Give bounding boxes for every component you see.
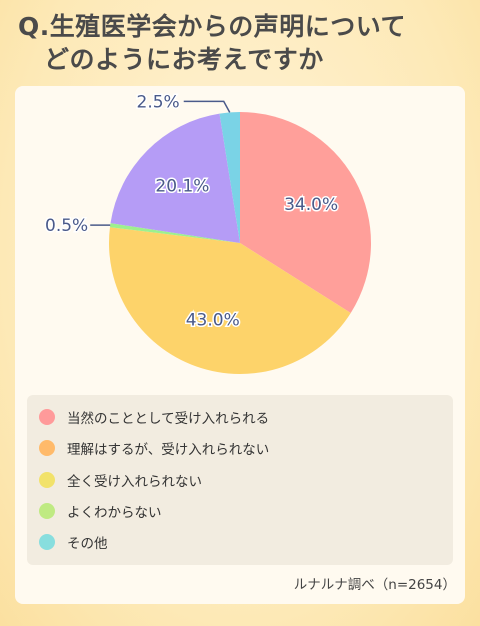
legend-label-3: 全く受け入れられない bbox=[67, 474, 202, 490]
legend: 当然のこととして受け入れられる 理解はするが、受け入れられない 全く受け入れられ… bbox=[27, 395, 453, 565]
legend-item-1: 当然のこととして受け入れられる bbox=[39, 406, 269, 428]
legend-label-2: 理解はするが、受け入れられない bbox=[67, 442, 270, 458]
pie-slice-4 bbox=[110, 113, 240, 243]
source-note: ルナルナ調べ（n=2654） bbox=[293, 577, 456, 593]
chart-title: Q.生殖医学会からの声明について どのようにお考えですか bbox=[18, 10, 468, 76]
legend-item-3: 全く受け入れられない bbox=[39, 469, 202, 491]
legend-label-5: その他 bbox=[67, 536, 108, 552]
legend-swatch-1 bbox=[39, 409, 55, 425]
pie-slice-1 bbox=[240, 112, 371, 313]
legend-swatch-4 bbox=[39, 503, 55, 519]
data-label-4: 20.1% bbox=[155, 177, 209, 197]
legend-item-4: よくわからない bbox=[39, 500, 162, 522]
legend-swatch-2 bbox=[39, 440, 55, 456]
pie-slice-5 bbox=[219, 112, 240, 243]
data-label-2: 43.0% bbox=[186, 311, 240, 331]
data-label-5: 2.5% bbox=[137, 92, 180, 112]
title-line-2: どのようにお考えですか bbox=[44, 45, 324, 74]
leader-line-5 bbox=[183, 100, 231, 113]
legend-label-1: 当然のこととして受け入れられる bbox=[67, 411, 270, 427]
title-line-1: Q.生殖医学会からの声明について bbox=[18, 12, 407, 41]
pie-slice-3 bbox=[109, 223, 240, 243]
legend-label-4: よくわからない bbox=[67, 505, 162, 521]
legend-item-5: その他 bbox=[39, 531, 108, 553]
legend-swatch-3 bbox=[39, 472, 55, 488]
legend-swatch-5 bbox=[39, 534, 55, 550]
data-label-3: 0.5% bbox=[45, 216, 88, 236]
data-label-1: 34.0% bbox=[284, 195, 338, 215]
legend-item-2: 理解はするが、受け入れられない bbox=[39, 437, 269, 459]
pie-slice-2 bbox=[109, 227, 351, 374]
